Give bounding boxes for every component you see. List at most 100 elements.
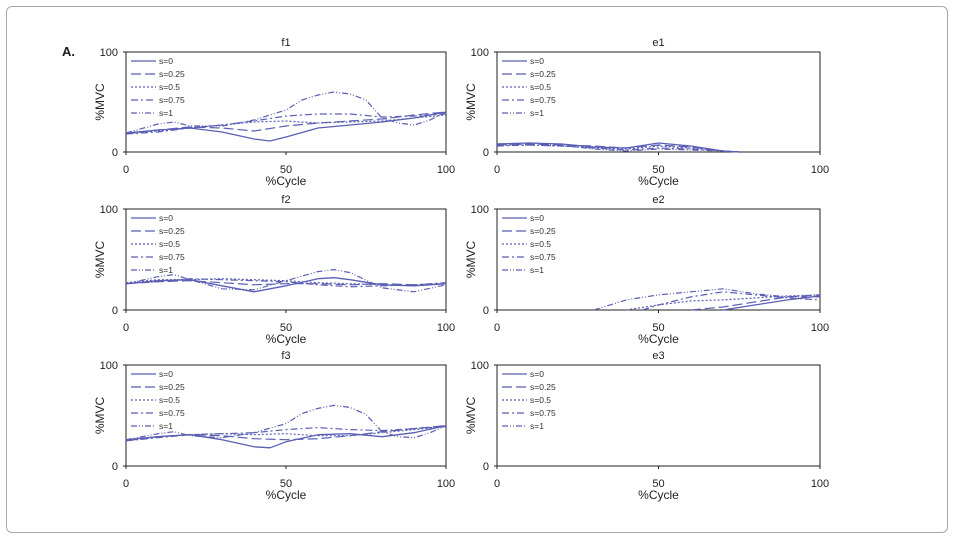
chart-title: f2 [281,194,290,206]
x-axis-label: %Cycle [266,488,307,502]
x-tick-label: 50 [652,322,664,334]
legend-label: s=1 [159,265,173,275]
series-line-s=0.25 [690,294,821,311]
chart-f3: f3 0 100 0 50 100 %Cycle %MVC s=0 s=0.25 s=0.5 s=0.… [93,350,455,502]
series-line-s=0.5 [125,278,447,287]
legend-label: s=0 [530,213,544,223]
y-tick-label: 0 [483,305,489,317]
x-tick-label: 50 [280,322,292,334]
y-axis-label: %MVC [464,397,478,435]
y-axis-label: %MVC [93,241,107,279]
chart-title: f3 [281,350,290,362]
x-tick-label: 100 [437,322,455,334]
y-tick-label: 100 [100,47,118,59]
legend-label: s=0.75 [159,252,185,262]
chart-e3: e3 0 100 0 50 100 %Cycle %MVC s=0 s=0.25 s=0.5 s=0.… [464,350,829,502]
x-tick-label: 50 [652,478,664,490]
series-line-s=0.75 [125,278,447,288]
legend-label: s=0.75 [530,252,556,262]
series-line-s=0.5 [125,114,447,134]
legend-label: s=0.75 [530,95,556,105]
legend-label: s=1 [530,108,544,118]
legend-label: s=0.5 [530,395,551,405]
y-axis-label: %MVC [464,241,478,279]
y-tick-label: 100 [471,204,489,216]
chart-f1: f1 0 100 0 50 100 %Cycle %MVC s=0 s=0.25 s=0.5 s=0.… [93,37,455,188]
legend-label: s=0.25 [530,226,556,236]
x-tick-label: 100 [811,322,829,334]
x-axis-label: %Cycle [638,332,679,346]
legend-label: s=0.25 [159,69,185,79]
panel-label: A. [62,44,75,59]
legend-label: s=0 [530,369,544,379]
series-line-s=1 [593,288,820,311]
y-tick-label: 0 [112,305,118,317]
y-axis-label: %MVC [464,83,478,121]
series-line-s=0.25 [125,280,447,286]
series-line-s=0.75 [642,291,821,311]
legend-label: s=1 [530,265,544,275]
x-tick-label: 0 [494,322,500,334]
legend-label: s=0.25 [530,69,556,79]
x-axis-label: %Cycle [266,174,307,188]
x-tick-label: 100 [437,478,455,490]
chart-e2: e2 0 100 0 50 100 %Cycle %MVC s=0 s=0.25 s=0.5 s=0.… [464,194,829,346]
y-tick-label: 100 [100,204,118,216]
y-tick-label: 100 [100,360,118,372]
legend-label: s=0 [159,213,173,223]
y-axis-label: %MVC [93,83,107,121]
y-tick-label: 0 [112,461,118,473]
legend-label: s=0.25 [159,226,185,236]
x-tick-label: 0 [123,478,129,490]
legend-label: s=0 [530,56,544,66]
legend-label: s=0.5 [159,82,180,92]
legend-label: s=0.5 [159,395,180,405]
legend-label: s=0.75 [530,408,556,418]
x-axis-label: %Cycle [638,174,679,188]
series-line-s=0.5 [497,144,740,153]
legend-label: s=1 [159,108,173,118]
legend-label: s=0.75 [159,408,185,418]
x-tick-label: 50 [652,164,664,176]
y-tick-label: 0 [483,147,489,159]
x-axis-label: %Cycle [638,488,679,502]
series-line-s=0.75 [125,113,447,135]
legend-label: s=0.5 [530,82,551,92]
x-tick-label: 100 [811,164,829,176]
chart-e1: e1 0 100 0 50 100 %Cycle %MVC s=0 s=0.25 s=0.5 s=0.… [464,37,829,188]
x-tick-label: 50 [280,164,292,176]
chart-f2: f2 0 100 0 50 100 %Cycle %MVC s=0 s=0.25 s=0.5 s=0.… [93,194,455,346]
y-tick-label: 0 [483,461,489,473]
x-tick-label: 0 [494,164,500,176]
y-tick-label: 100 [471,360,489,372]
series-line-s=1 [496,142,740,153]
legend-label: s=1 [530,421,544,431]
legend-label: s=0.75 [159,95,185,105]
legend-label: s=0 [159,369,173,379]
y-tick-label: 0 [112,147,118,159]
series-line-s=0.5 [125,426,447,441]
y-tick-label: 100 [471,47,489,59]
series-line-s=1 [125,91,447,134]
x-tick-label: 100 [811,478,829,490]
x-tick-label: 50 [280,478,292,490]
series-line-s=0.25 [125,425,447,442]
legend-label: s=0 [159,56,173,66]
y-axis-label: %MVC [93,397,107,435]
figure-frame [6,6,948,533]
x-tick-label: 0 [123,164,129,176]
legend-label: s=0.25 [530,382,556,392]
series-line-s=0 [722,295,821,311]
chart-title: e3 [652,350,664,362]
legend-label: s=0.5 [530,239,551,249]
chart-title: f1 [281,37,290,49]
series-line-s=0.25 [125,111,447,135]
chart-title: e2 [652,194,664,206]
series-line-s=1 [125,404,447,441]
x-axis-label: %Cycle [266,332,307,346]
series-line-s=0.75 [125,426,447,442]
x-tick-label: 0 [494,478,500,490]
x-tick-label: 0 [123,322,129,334]
x-tick-label: 100 [437,164,455,176]
